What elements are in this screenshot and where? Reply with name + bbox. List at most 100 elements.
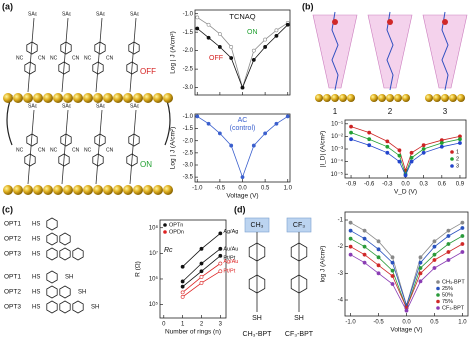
data-point	[199, 269, 204, 274]
data-point	[409, 155, 414, 160]
gold-atom	[163, 93, 173, 103]
benzene-ring	[24, 153, 36, 167]
thiol-label: HS	[32, 290, 40, 296]
legend-marker	[436, 299, 440, 304]
gold-atom	[123, 185, 133, 195]
data-point	[439, 144, 444, 149]
data-point	[446, 242, 451, 246]
benzene-ring	[46, 217, 58, 231]
gold-atom	[83, 185, 93, 195]
data-point	[348, 220, 353, 225]
legend-label: 3	[456, 163, 459, 169]
data-point	[446, 258, 451, 262]
data-point	[460, 234, 465, 238]
group-label: NC	[84, 55, 92, 61]
data-point	[409, 150, 414, 155]
thiol-label: HS	[32, 275, 40, 281]
group-label: CH₃	[251, 222, 264, 229]
gold-atom	[143, 185, 153, 195]
data-point	[251, 57, 256, 62]
group-label: SAc	[28, 11, 38, 17]
data-point	[367, 137, 372, 142]
bond	[27, 109, 35, 185]
data-point	[285, 22, 290, 27]
y-tick-label: 10⁸	[149, 224, 159, 231]
benzene-ring	[72, 247, 84, 261]
data-point	[418, 271, 423, 276]
data-point	[251, 48, 256, 53]
data-point	[432, 252, 437, 257]
data-point	[362, 252, 367, 257]
group-label: CN	[38, 55, 46, 61]
group-label: CN	[38, 147, 46, 153]
legend-marker	[450, 157, 454, 161]
data-point	[263, 45, 268, 49]
x-tick-label: 1.0	[458, 320, 467, 326]
benzene-ring	[59, 247, 71, 261]
data-point	[458, 137, 462, 142]
structure-label: 3	[443, 107, 448, 116]
data-point	[263, 37, 268, 42]
gold-atom	[153, 93, 163, 103]
anchor-label: SH	[294, 315, 304, 322]
panel-label: (d)	[234, 204, 246, 214]
data-point	[362, 260, 367, 265]
legend-label: OPTn	[169, 222, 183, 228]
data-point	[418, 266, 423, 270]
structure-label: OPT3	[4, 304, 21, 311]
data-point	[397, 153, 402, 158]
y-axis-label: log J (A/cm²)	[320, 246, 327, 283]
data-point	[397, 148, 402, 153]
data-point	[385, 144, 390, 149]
structure-label: 1	[333, 107, 338, 116]
gold-atom	[53, 185, 63, 195]
group-label: NC	[50, 55, 58, 61]
data-point	[199, 281, 204, 285]
y-tick-label: -2	[338, 244, 344, 250]
data-point	[446, 228, 451, 233]
gold-atom	[163, 185, 173, 195]
y-axis-label: |I_D| (A/cm²)	[320, 131, 327, 168]
legend-marker	[436, 280, 440, 284]
group-label: SAc	[130, 103, 140, 109]
gold-atom	[13, 185, 23, 195]
gold-atom	[123, 93, 133, 103]
gold-atom	[103, 185, 113, 195]
x-tick-label: 0.0	[238, 186, 247, 192]
x-tick-label: -0.5	[373, 320, 384, 326]
data-point	[418, 260, 423, 265]
plot-frame	[159, 219, 227, 319]
line-label: Ag/Au	[223, 259, 238, 265]
legend-marker	[436, 293, 440, 297]
benzene-ring	[128, 41, 140, 55]
data-point	[409, 159, 414, 164]
legend-label: CF₃-BPT	[442, 305, 465, 311]
y-tick-label: -2.5	[183, 67, 194, 73]
data-point	[362, 236, 367, 241]
line-label: Pt/Pt	[223, 255, 235, 261]
data-point	[274, 28, 279, 33]
y-axis-label: Log | J (A/cm²)	[170, 31, 177, 74]
series-annotation: ON	[247, 29, 258, 36]
x-tick-label: -0.6	[364, 182, 375, 188]
benzene-ring	[24, 61, 36, 75]
y-tick-label: 10⁻¹	[331, 121, 343, 127]
x-tick-label: 0.5	[261, 186, 270, 192]
data-point	[218, 231, 223, 236]
annotation: Rc	[164, 247, 173, 254]
thiol-label: SH	[91, 305, 99, 311]
structure-name: CF₃-BPT	[285, 331, 314, 338]
group-label: NC	[16, 147, 24, 153]
x-axis-label: Number of rings (n)	[165, 329, 221, 336]
data-point	[195, 15, 200, 20]
data-point	[349, 137, 353, 142]
data-point	[285, 114, 290, 119]
x-tick-label: 0.0	[402, 320, 411, 326]
y-tick-label: -3.5	[183, 175, 194, 181]
bond	[129, 109, 137, 185]
gold-atom	[323, 94, 331, 102]
gold-atom	[449, 94, 457, 102]
x-axis-label: Voltage (V)	[390, 327, 422, 334]
benzene-ring	[72, 300, 84, 314]
benzene-ring	[126, 61, 138, 75]
